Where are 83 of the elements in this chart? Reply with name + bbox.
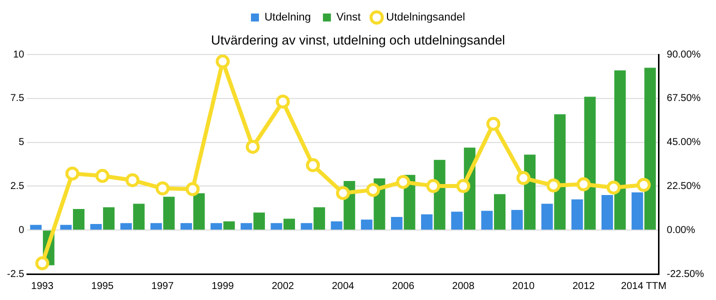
chart-title: Utvärdering av vinst, utdelning och utdelningsandel [210,32,506,48]
legend-label: Utdelning [264,12,311,24]
bar [90,224,102,230]
legend-label: Vinst [336,12,361,24]
point [125,173,140,188]
bar [494,194,506,230]
bar [330,221,342,230]
bar [223,221,235,230]
point [426,179,440,194]
legend-label: Utdelningsandel [386,12,466,24]
y-tick-label: 0 [18,224,25,236]
bar [584,96,596,230]
bar [451,212,463,230]
bar [541,204,553,230]
y-tick-label: 2.5 [10,180,25,192]
y2-tick-label: 0.00% [666,224,696,236]
point [456,179,470,194]
point [156,181,170,196]
bar [150,223,162,230]
point [306,158,320,172]
x-tick-label: 2014 TTM [621,280,666,292]
point [186,182,200,196]
y2-tick-label: 22.50% [666,180,701,192]
point [35,256,50,270]
bar [60,224,72,230]
bar [103,207,115,230]
y-tick-label: 10 [13,49,25,60]
x-tick-label: 2002 [272,280,294,292]
bar [163,196,175,230]
bar [240,223,252,230]
bar [602,195,614,230]
bar [180,223,192,230]
x-tick-label: 2006 [392,280,415,292]
point [636,178,651,192]
bar [614,70,626,230]
bar [314,207,326,230]
bar [644,68,656,230]
bar [421,214,433,230]
y-tick-label: 7.5 [10,93,25,104]
point [576,177,591,192]
x-tick-label: 2008 [452,280,475,292]
point [396,174,410,189]
point [65,166,80,181]
point [486,116,500,131]
point [276,94,290,109]
y-tick-label: 5 [18,137,25,148]
bar [283,218,295,230]
x-tick-label: 2010 [512,280,535,292]
bar [210,223,222,230]
point [216,54,230,68]
x-tick-label: 2004 [332,280,355,292]
point [366,182,380,197]
y2-tick-label: 90.00% [666,49,701,60]
y-tick-label: -2.5 [6,268,25,280]
bar [30,224,42,230]
bar [360,220,372,230]
x-tick-label: 2012 [572,280,596,292]
point [95,168,110,183]
y2-tick-label: 67.50% [666,93,701,104]
bar [571,199,583,230]
point [246,140,260,154]
x-tick-label: 1999 [212,280,234,292]
point [546,178,560,192]
bar [511,210,523,230]
bar [632,192,644,230]
bar [390,216,402,230]
x-tick-label: 1995 [91,280,114,292]
x-tick-label: 1993 [31,280,54,292]
y2-tick-label: 45.00% [666,137,701,148]
bar [193,193,205,230]
point [606,180,621,195]
bar [554,114,566,230]
bar [253,212,265,230]
bar [481,210,493,230]
bar [300,223,312,230]
bar [72,209,84,230]
point [336,186,350,200]
bar [120,223,132,230]
bar [270,223,282,230]
y2-tick-label: -22.50% [666,268,704,280]
point [516,171,530,186]
bar [133,204,145,230]
x-tick-label: 1997 [151,280,174,292]
